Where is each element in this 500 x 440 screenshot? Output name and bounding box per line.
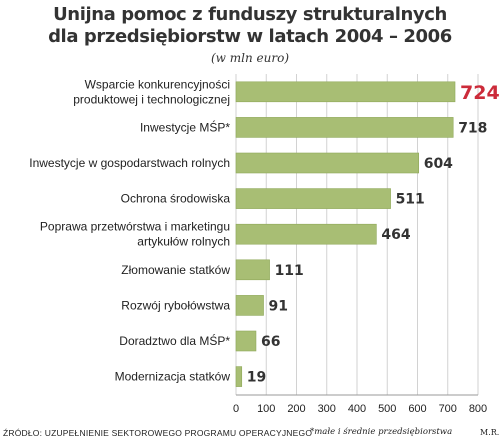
value-label: 511 [396, 192, 425, 208]
bar [235, 330, 257, 352]
x-tick-label: 100 [257, 403, 275, 415]
bar [235, 117, 454, 138]
x-tick-label: 400 [348, 403, 366, 415]
value-label: 111 [275, 263, 304, 279]
chart-subtitle: (w mln euro) [211, 51, 289, 65]
category-label: artykułów rolnych [137, 235, 230, 249]
bar [235, 366, 243, 387]
x-tick-label: 200 [287, 403, 305, 415]
value-label: 724 [460, 82, 500, 104]
x-tick-label: 800 [469, 403, 487, 415]
value-label: 464 [381, 227, 410, 243]
category-label: Rozwój rybołówstwa [121, 298, 230, 312]
source-note: ŹRÓDŁO: UZUPEŁNIENIE SEKTOROWEGO PROGRAM… [3, 428, 313, 438]
category-label: Modernizacja statków [115, 370, 231, 384]
category-label: Wsparcie konkurencyjności [85, 77, 230, 91]
category-label: Złomowanie statków [121, 263, 230, 277]
bar [235, 223, 377, 245]
chart-title-line1: Unijna pomoc z funduszy strukturalnych [53, 4, 447, 25]
bar [235, 81, 456, 103]
value-label: 19 [247, 370, 266, 386]
x-tick-label: 0 [233, 403, 239, 415]
x-tick-label: 700 [439, 403, 457, 415]
author-initials: M.R. [480, 428, 500, 437]
x-tick-label: 300 [318, 403, 336, 415]
value-label: 91 [269, 298, 288, 314]
x-tick-label: 500 [378, 403, 396, 415]
category-label: Inwestycje MŚP* [140, 119, 230, 134]
value-label: 718 [458, 120, 487, 136]
bar [235, 295, 264, 316]
category-label: Ochrona środowiska [121, 192, 231, 206]
bar [235, 152, 420, 174]
bar [235, 188, 391, 209]
footnote: *małe i średnie przedsiębiorstwa [310, 427, 453, 437]
category-label: Poprawa przetwórstwa i marketingu [40, 220, 230, 234]
category-label: Doradztwo dla MŚP* [119, 333, 230, 348]
bar [235, 259, 270, 281]
value-label: 604 [424, 156, 453, 172]
value-label: 66 [261, 334, 280, 350]
x-tick-label: 600 [408, 403, 426, 415]
chart-title-line2: dla przedsiębiorstw w latach 2004 – 2006 [48, 26, 452, 47]
category-label: Inwestycje w gospodarstwach rolnych [29, 156, 230, 170]
category-label: produktowej i technologicznej [73, 92, 230, 106]
